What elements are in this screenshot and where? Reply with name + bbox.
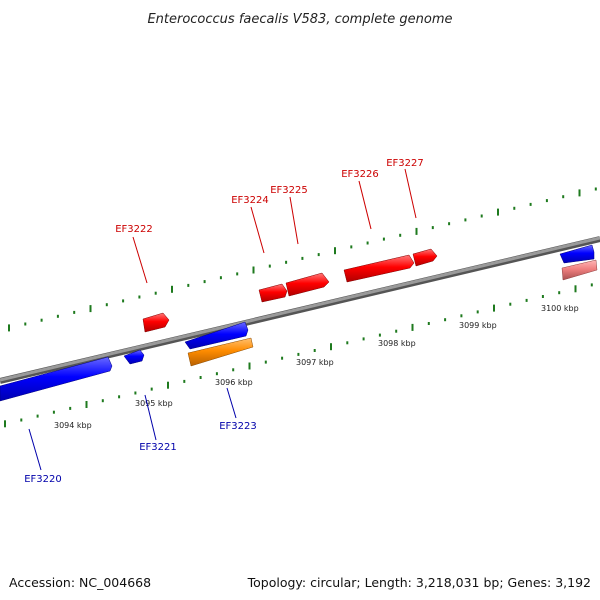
gene-ef3226-arrow[interactable]	[343, 254, 415, 283]
gene-label-ef3226[interactable]: EF3226	[341, 169, 379, 180]
leader-line-ef3224	[250, 206, 265, 254]
gene-ef3223-arrow[interactable]	[184, 321, 249, 350]
gene-label-ef3222[interactable]: EF3222	[115, 224, 153, 235]
kbp-label: 3096 kbp	[215, 378, 253, 387]
gene-ef3221-arrow[interactable]	[123, 349, 145, 365]
leader-line-ef3225	[289, 196, 299, 245]
tick-row-lower	[4, 283, 593, 428]
kbp-label: 3098 kbp	[378, 339, 416, 348]
kbp-label: 3097 kbp	[296, 358, 334, 367]
accession-text: Accession: NC_004668	[9, 575, 151, 590]
leader-line-ef3220	[28, 428, 42, 471]
gene-label-ef3223[interactable]: EF3223	[219, 421, 257, 432]
gene-label-ef3224[interactable]: EF3224	[231, 195, 269, 206]
leader-line-ef3226	[358, 180, 372, 230]
leader-line-ef3222	[132, 236, 148, 284]
gene-label-ef3227[interactable]: EF3227	[386, 158, 424, 169]
genome-backbone	[0, 236, 600, 382]
leader-line-ef3221	[144, 394, 157, 441]
leader-line-ef3227	[404, 168, 417, 219]
kbp-label: 3094 kbp	[54, 421, 92, 430]
gene-label-ef3220[interactable]: EF3220	[24, 474, 62, 485]
gene-label-ef3225[interactable]: EF3225	[270, 185, 308, 196]
gene-reverse-partial-arrow[interactable]	[559, 244, 595, 264]
kbp-label: 3095 kbp	[135, 399, 173, 408]
gene-ef3220-arrow[interactable]	[0, 356, 113, 402]
gene-ef3225-arrow[interactable]	[285, 272, 330, 297]
gene-ef3227-arrow[interactable]	[412, 248, 438, 267]
gene-orange-arrow[interactable]	[187, 337, 254, 367]
gene-pink-arrow[interactable]	[561, 259, 598, 281]
gene-ef3224-arrow[interactable]	[258, 283, 288, 303]
gene-ef3222-arrow[interactable]	[142, 312, 170, 333]
map-title: Enterococcus faecalis V583, complete gen…	[147, 12, 452, 27]
topology-summary-text: Topology: circular; Length: 3,218,031 bp…	[247, 575, 591, 590]
leader-line-ef3223	[226, 387, 237, 419]
tick-row-upper	[8, 187, 597, 332]
kbp-label: 3100 kbp	[541, 304, 579, 313]
kbp-label: 3099 kbp	[459, 321, 497, 330]
gene-label-ef3221[interactable]: EF3221	[139, 442, 177, 453]
